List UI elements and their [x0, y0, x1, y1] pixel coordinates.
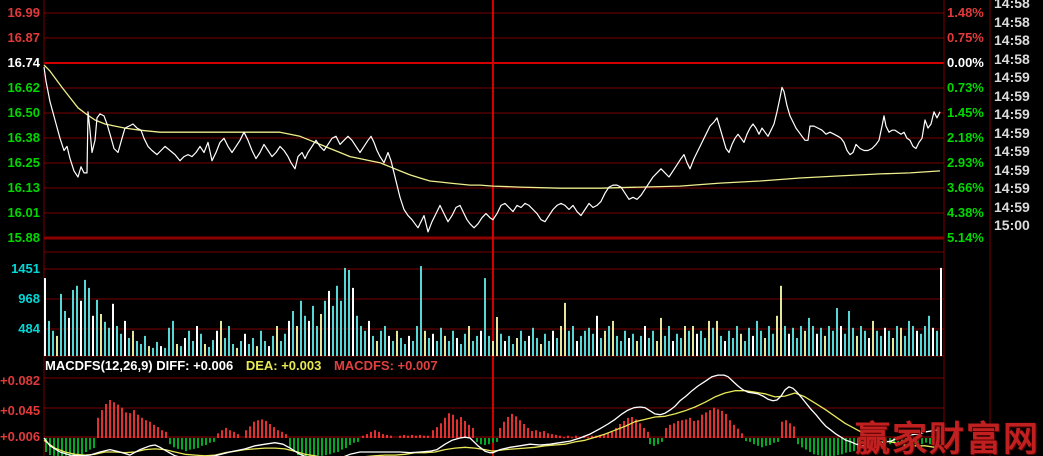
tick-time: 14:59: [994, 69, 1030, 85]
price-axis-label: 16.50: [7, 105, 40, 120]
tick-time: 14:59: [994, 180, 1030, 196]
tick-time: 14:59: [994, 88, 1030, 104]
percent-axis-label: 5.14%: [947, 230, 984, 245]
tick-time: 14:58: [994, 0, 1030, 11]
price-axis-label: 16.38: [7, 130, 40, 145]
price-axis-label: 16.74: [7, 55, 40, 70]
percent-axis-label: 1.45%: [947, 105, 984, 120]
macd-axis-label: +0.082: [0, 373, 41, 388]
tick-time: 14:59: [994, 125, 1030, 141]
tick-time: 14:59: [994, 143, 1030, 159]
price-axis-label: 15.88: [7, 230, 40, 245]
price-axis-label: 16.25: [7, 155, 40, 170]
tick-time: 14:59: [994, 162, 1030, 178]
tick-time: 15:00: [994, 217, 1030, 233]
price-axis-label: 16.87: [7, 30, 40, 45]
price-axis-label: 16.62: [7, 80, 40, 95]
percent-axis-label: 4.38%: [947, 205, 984, 220]
percent-axis-label: 2.93%: [947, 155, 984, 170]
percent-axis-label: 2.18%: [947, 130, 984, 145]
volume-axis-label: 1451: [11, 261, 40, 276]
macd-macdfs-value: MACDFS: +0.007: [333, 358, 438, 373]
percent-axis-label: 1.48%: [947, 5, 984, 20]
price-axis-label: 16.99: [7, 5, 40, 20]
percent-axis-label: 0.75%: [947, 30, 984, 45]
volume-axis-label: 484: [18, 321, 40, 336]
tick-time: 14:59: [994, 199, 1030, 215]
percent-axis-label: 0.00%: [947, 55, 984, 70]
tick-time: 14:58: [994, 14, 1030, 30]
percent-axis-label: 3.66%: [947, 180, 984, 195]
price-axis-label: 16.13: [7, 180, 40, 195]
volume-axis-label: 968: [18, 291, 40, 306]
macd-dea-value: DEA: +0.003: [245, 358, 322, 373]
watermark-logo: 赢家财富网: [854, 419, 1040, 456]
macd-params-diff-value: MACDFS(12,26,9) DIFF: +0.006: [45, 358, 234, 373]
tick-time: 14:59: [994, 106, 1030, 122]
percent-axis-label: 0.73%: [947, 80, 984, 95]
tick-time: 14:58: [994, 51, 1030, 67]
macd-axis-label: +0.045: [0, 403, 41, 418]
macd-indicator-header: MACDFS(12,26,9) DIFF: +0.006 DEA: +0.003…: [45, 358, 438, 373]
price-axis-label: 16.01: [7, 205, 40, 220]
macd-axis-label: +0.006: [0, 429, 41, 444]
tick-time: 14:58: [994, 32, 1030, 48]
